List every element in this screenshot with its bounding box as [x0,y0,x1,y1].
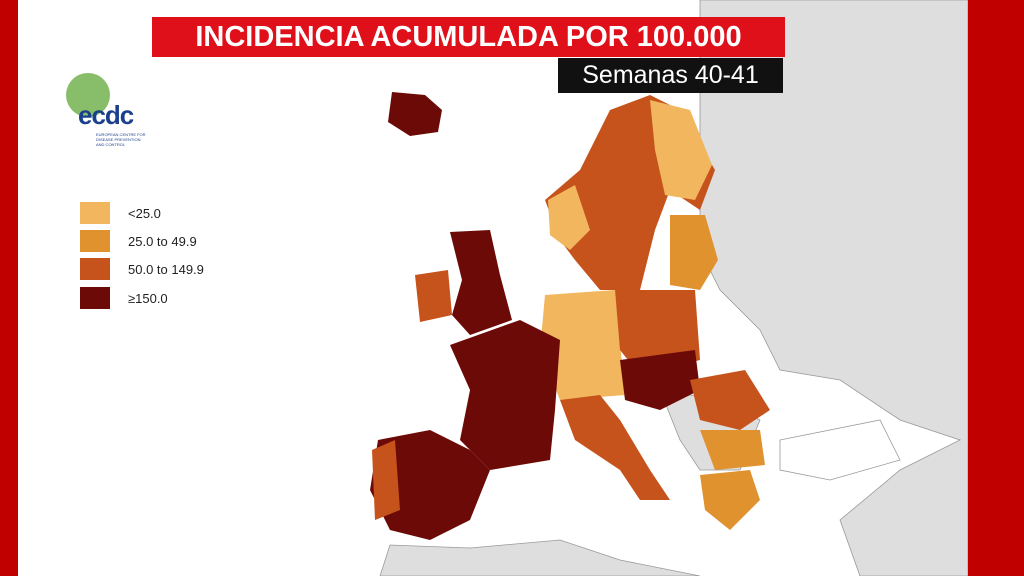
frame-left [0,0,18,576]
black-sea [779,419,901,481]
legend-swatch [80,287,110,309]
legend-label: <25.0 [128,205,161,221]
central-europe [620,350,700,410]
legend-label: 50.0 to 149.9 [128,261,204,277]
iberia [370,430,490,540]
legend-item: 50.0 to 149.9 [80,258,204,280]
germany [540,290,625,400]
iceland [388,92,442,136]
norway-south [548,185,590,250]
frame-right [968,0,1024,576]
italy [560,395,670,500]
romania [690,370,770,430]
legend-label: ≥150.0 [128,290,168,306]
legend-label: 25.0 to 49.9 [128,233,197,249]
bulgaria [700,430,765,470]
finland [650,100,712,200]
portugal [372,440,400,520]
ireland [415,270,452,322]
legend-swatch [80,230,110,252]
uk [450,230,512,335]
title: INCIDENCIA ACUMULADA POR 100.000 [152,17,785,57]
baltics [670,215,718,290]
legend-item: <25.0 [80,202,161,224]
legend-swatch [80,202,110,224]
africa-land [379,539,701,576]
legend-item: 25.0 to 49.9 [80,230,197,252]
greece [700,470,760,530]
legend-swatch [80,258,110,280]
logo-globe [66,73,110,117]
france [450,320,560,470]
logo-name: ecdc [78,100,134,130]
logo-caption: EUROPEAN CENTRE FOR DISEASE PREVENTION A… [96,132,146,147]
legend-item: ≥150.0 [80,287,168,309]
non-eu-land [699,0,969,576]
subtitle: Semanas 40-41 [558,58,783,93]
